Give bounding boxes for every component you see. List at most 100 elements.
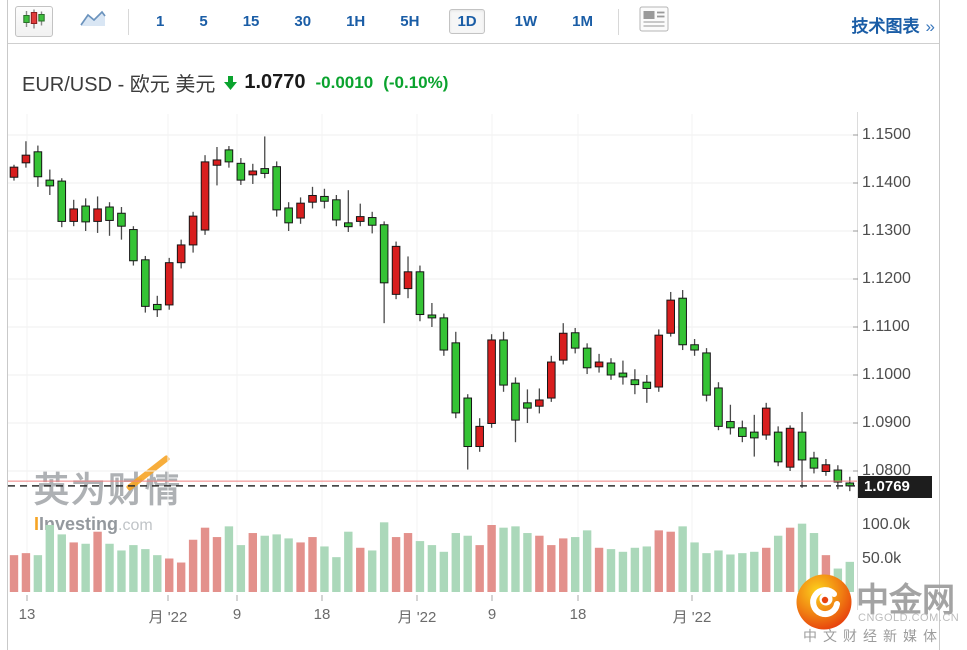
candle-body — [809, 457, 819, 469]
candle-body — [260, 168, 270, 174]
candle-body — [296, 202, 305, 219]
candle-body — [487, 339, 496, 424]
volume-bar — [284, 538, 293, 592]
volume-bar — [344, 531, 353, 592]
volume-bar — [308, 537, 317, 592]
candle-body — [344, 222, 353, 228]
volume-bar — [117, 550, 126, 592]
volume-bar — [594, 547, 604, 592]
candle-body — [642, 381, 652, 389]
timeframe-1w[interactable]: 1W — [514, 13, 538, 30]
timeframe-1h[interactable]: 1H — [346, 13, 366, 30]
volume-bar — [332, 557, 341, 592]
price-tick-label: 1.0900 — [862, 414, 911, 431]
volume-bar — [678, 526, 687, 592]
candle-body — [415, 271, 425, 316]
line-chart-button[interactable] — [78, 9, 108, 35]
volume-bar — [224, 526, 234, 592]
volume-bar — [606, 549, 616, 592]
volume-bar — [762, 547, 771, 592]
date-tick-label: 18 — [569, 606, 587, 623]
volume-bar — [9, 555, 19, 592]
candle-body — [618, 372, 628, 378]
volume-bar — [785, 527, 795, 592]
candle-body — [224, 149, 234, 163]
toolbar-divider — [8, 43, 939, 44]
volume-bar — [165, 558, 174, 592]
candle-body — [57, 180, 67, 222]
volume-bar — [57, 534, 66, 592]
volume-tick-label: 100.0k — [862, 516, 911, 533]
quote-header: EUR/USD - 欧元 美元 1.0770 -0.0010 (-0.10%) — [22, 68, 448, 97]
volume-bar — [260, 535, 269, 592]
timeframe-15[interactable]: 15 — [242, 13, 260, 30]
timeframe-30[interactable]: 30 — [294, 13, 312, 30]
date-tick-label: 月 '22 — [672, 609, 712, 626]
timeframe-5[interactable]: 5 — [199, 13, 208, 30]
volume-bar — [45, 525, 55, 592]
candle-body — [845, 482, 855, 487]
candle-body — [738, 427, 747, 437]
timeframe-1d[interactable]: 1D — [449, 9, 485, 34]
candle-body — [582, 347, 592, 369]
candle-body — [594, 361, 604, 368]
candle-body — [367, 217, 377, 226]
candle-body — [761, 407, 771, 436]
news-panel-icon — [639, 6, 669, 37]
candle-body — [69, 208, 79, 222]
timeframe-1m[interactable]: 1M — [572, 13, 593, 30]
price-tick-label: 1.0800 — [862, 462, 911, 479]
date-tick-label: 18 — [313, 606, 331, 623]
candle-body — [535, 399, 544, 407]
candlestick-chart-button[interactable] — [15, 6, 53, 37]
candle-body — [188, 215, 198, 246]
price-tick-label: 1.1000 — [862, 366, 911, 383]
timeframe-5h[interactable]: 5H — [400, 13, 420, 30]
investing-watermark: 英为财情 IInvesting.com — [34, 454, 183, 535]
candle-body — [332, 199, 341, 221]
candle-body — [164, 262, 174, 306]
volume-bar — [714, 550, 723, 592]
volume-bar — [499, 527, 508, 592]
date-tick-label: 13 — [18, 606, 36, 623]
candle-body — [523, 402, 532, 409]
watermark-cn-text: 英为财情 — [34, 471, 183, 510]
last-price: 1.0770 — [244, 71, 306, 93]
date-tick-label: 9 — [232, 606, 242, 623]
price-change: -0.0010 — [315, 72, 374, 92]
technical-chart-link[interactable]: 技术图表» — [851, 17, 935, 36]
candle-body — [236, 162, 246, 181]
candle-body — [284, 207, 293, 224]
candle-body — [606, 362, 616, 376]
volume-bar — [630, 547, 640, 592]
volume-bar — [141, 549, 150, 592]
candle-body — [141, 259, 150, 307]
volume-tick-label: 50.0k — [862, 549, 902, 567]
candle-body — [355, 216, 365, 222]
candle-body — [320, 195, 329, 202]
volume-bar — [559, 538, 568, 592]
candle-body — [129, 229, 138, 262]
candle-body — [797, 431, 807, 461]
timeframe-1[interactable]: 1 — [156, 13, 165, 30]
volume-bar — [642, 546, 652, 592]
news-panel-button[interactable] — [639, 6, 669, 37]
candle-body — [475, 425, 484, 448]
current-price-badge: 1.0769 — [858, 476, 932, 498]
volume-bar — [21, 553, 31, 592]
candle-body — [439, 317, 449, 351]
candlestick-chart-icon — [22, 8, 46, 35]
volume-bar — [511, 526, 520, 592]
candle-body — [200, 161, 210, 231]
candle-body — [45, 179, 55, 187]
candle-body — [654, 334, 664, 388]
volume-bar — [570, 537, 580, 592]
candle-body — [547, 361, 556, 399]
volume-bar — [690, 542, 699, 592]
chevron-right-icon: » — [925, 17, 935, 36]
candle-body — [570, 332, 580, 349]
volume-bar — [248, 533, 257, 592]
candle-body — [117, 212, 126, 227]
volume-bar — [33, 555, 43, 592]
